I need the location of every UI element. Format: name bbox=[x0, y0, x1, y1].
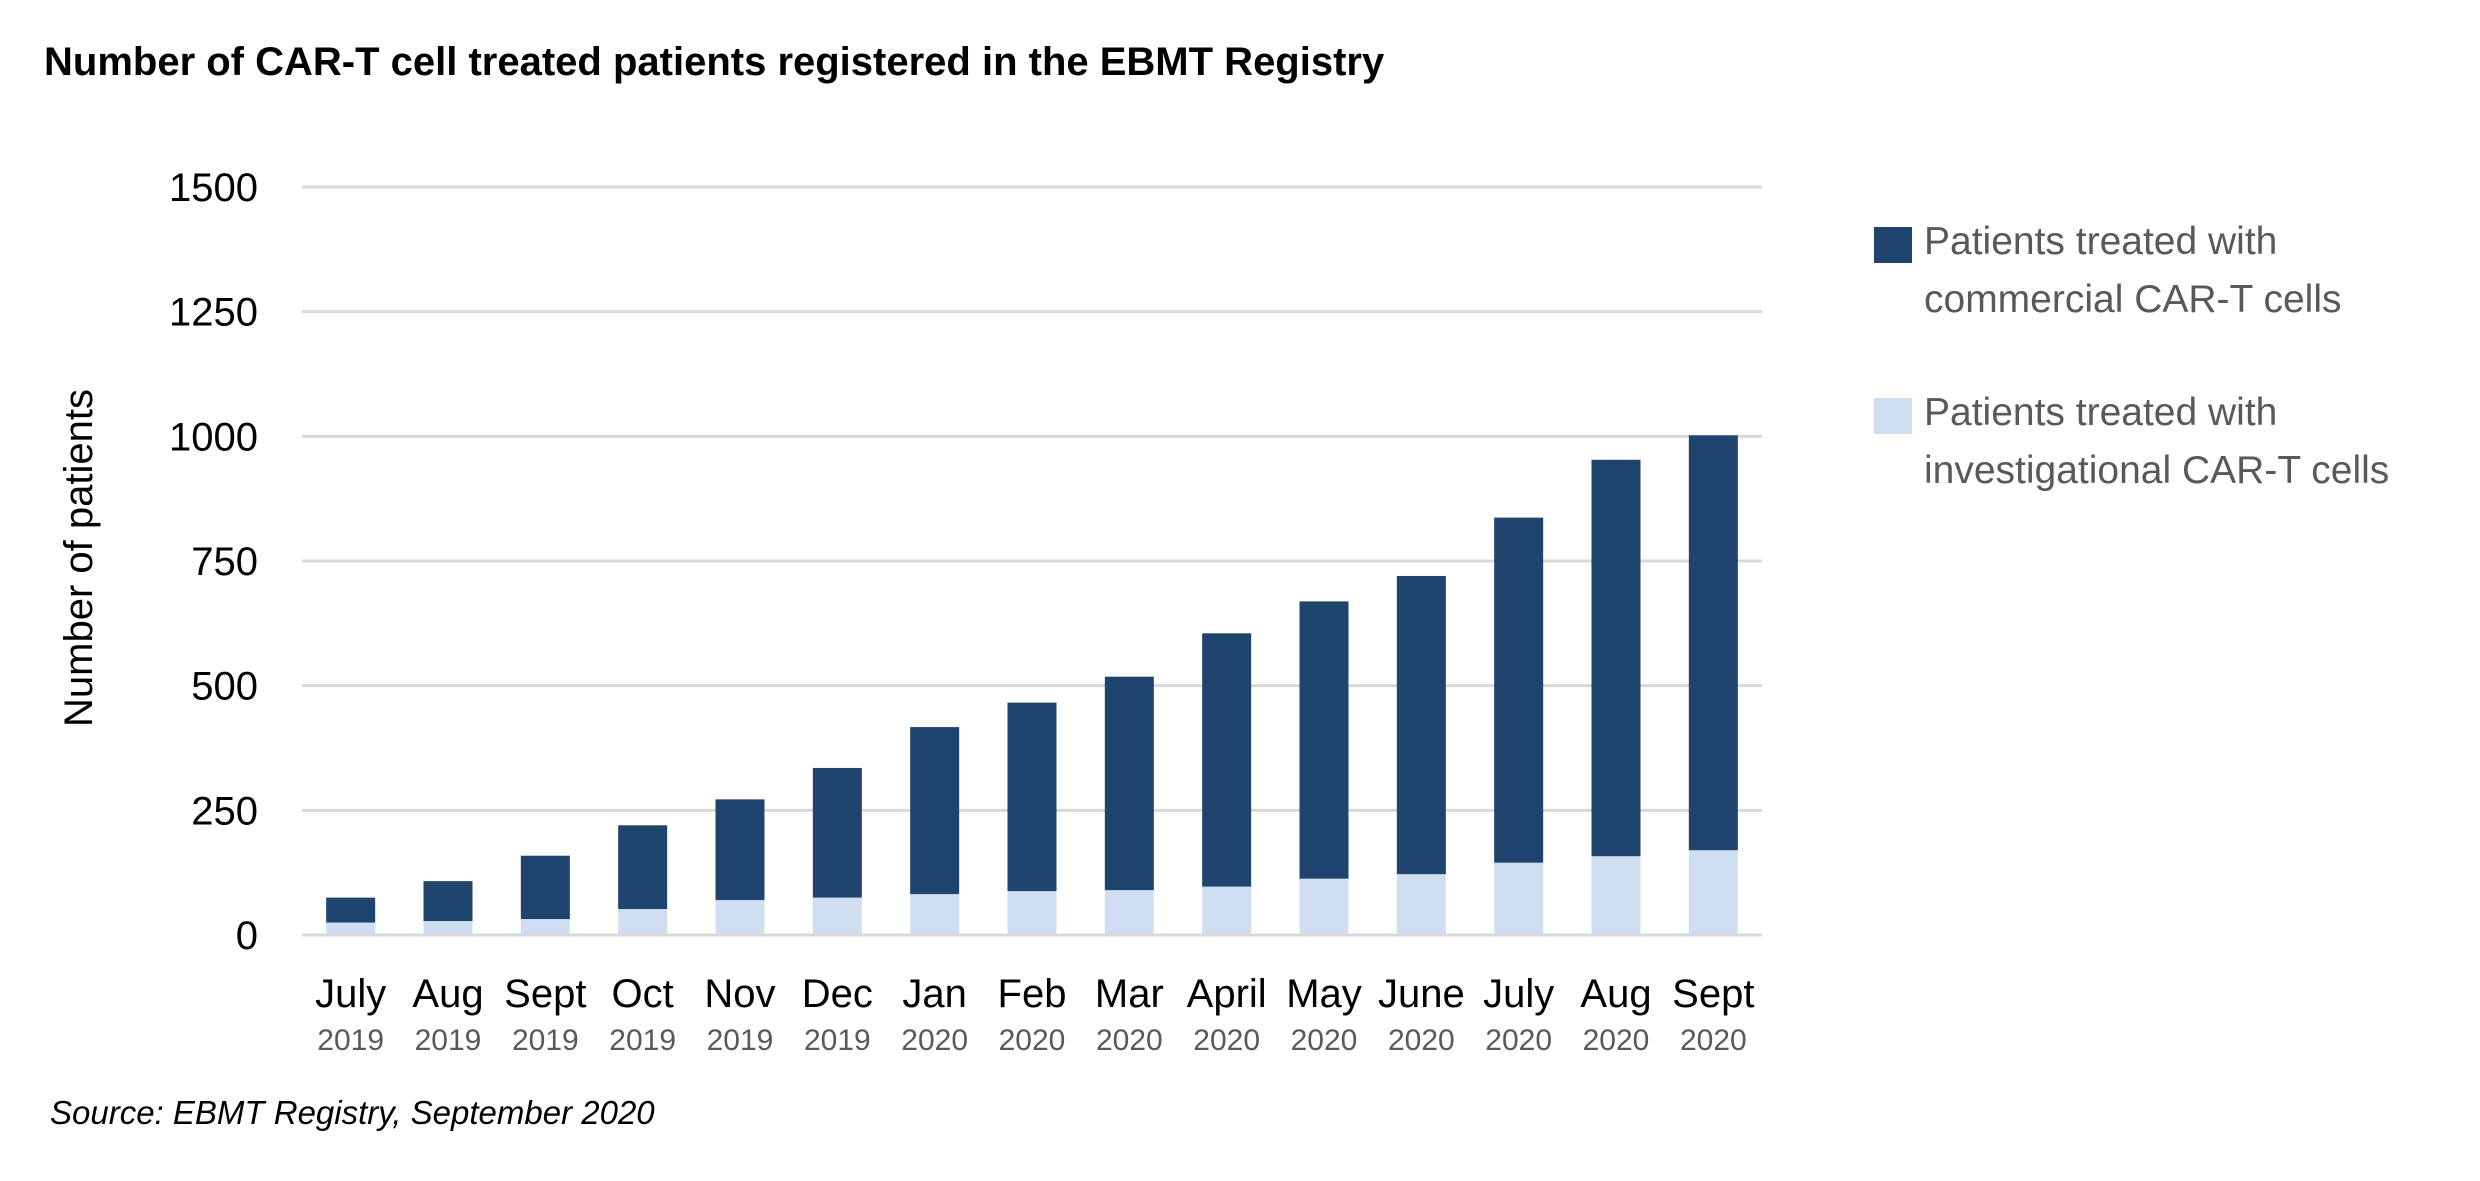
bar-commercial bbox=[1007, 702, 1057, 892]
x-tick-year-label: 2020 bbox=[999, 1024, 1066, 1057]
y-tick-label: 250 bbox=[191, 789, 258, 833]
bar-investigational bbox=[1591, 856, 1641, 935]
bar-investigational bbox=[1299, 878, 1349, 935]
y-axis-label: Number of patients bbox=[57, 389, 101, 727]
bars bbox=[326, 435, 1738, 935]
bar-investigational bbox=[1396, 874, 1446, 935]
bar-investigational bbox=[1494, 862, 1544, 935]
legend-swatch-investigational bbox=[1874, 398, 1912, 434]
bar-investigational bbox=[326, 922, 376, 935]
y-tick-label: 1000 bbox=[169, 415, 258, 459]
x-tick-year-label: 2019 bbox=[804, 1024, 871, 1057]
chart-title: Number of CAR-T cell treated patients re… bbox=[44, 40, 1385, 84]
bar-commercial bbox=[1202, 633, 1252, 887]
bar-commercial bbox=[1104, 676, 1154, 891]
bar-commercial bbox=[520, 855, 570, 920]
x-tick-year-label: 2019 bbox=[707, 1024, 774, 1057]
bar-investigational bbox=[910, 894, 960, 935]
bar-investigational bbox=[1688, 850, 1738, 935]
bar-commercial bbox=[326, 897, 376, 923]
x-tick-label: Oct bbox=[612, 972, 674, 1016]
x-tick-year-label: 2020 bbox=[1485, 1024, 1552, 1057]
bar-investigational bbox=[1202, 886, 1252, 935]
axes: 0 250 500 750 1000 1250 1500 July 2019 Aug 2019 Sep… bbox=[169, 166, 1762, 1057]
x-tick-year-label: 2020 bbox=[1583, 1024, 1650, 1057]
source-note: Source: EBMT Registry, September 2020 bbox=[50, 1094, 655, 1131]
legend-swatch-commercial bbox=[1874, 227, 1912, 263]
bar-investigational bbox=[715, 900, 765, 935]
x-tick-year-label: 2020 bbox=[901, 1024, 968, 1057]
bar-commercial bbox=[715, 799, 765, 901]
bar-commercial bbox=[1591, 459, 1641, 857]
x-tick-label: Mar bbox=[1095, 972, 1164, 1016]
legend-label-commercial: Patients treated with commercial CAR-T c… bbox=[1924, 220, 2342, 321]
x-tick-label: May bbox=[1286, 972, 1362, 1016]
bar-commercial bbox=[1688, 435, 1738, 851]
bar-investigational bbox=[618, 909, 668, 935]
y-tick-label: 1500 bbox=[169, 166, 258, 210]
x-tick-year-label: 2019 bbox=[609, 1024, 676, 1057]
bar-investigational bbox=[1007, 891, 1057, 935]
x-tick-label: Aug bbox=[412, 972, 483, 1016]
y-tick-label: 750 bbox=[191, 540, 258, 584]
bar-investigational bbox=[1104, 890, 1154, 935]
x-tick-year-label: 2019 bbox=[317, 1024, 384, 1057]
x-tick-label: June bbox=[1378, 972, 1465, 1016]
bar-commercial bbox=[423, 881, 473, 922]
x-tick-label: Jan bbox=[902, 972, 967, 1016]
x-tick-year-label: 2019 bbox=[512, 1024, 579, 1057]
x-tick-year-label: 2020 bbox=[1193, 1024, 1260, 1057]
x-tick-year-label: 2020 bbox=[1680, 1024, 1747, 1057]
legend-label-investigational: Patients treated with investigational CA… bbox=[1924, 391, 2390, 492]
x-tick-year-label: 2020 bbox=[1096, 1024, 1163, 1057]
bar-commercial bbox=[618, 825, 668, 910]
bar-investigational bbox=[812, 897, 862, 935]
x-tick-label: July bbox=[1483, 972, 1554, 1016]
x-tick-label: Sept bbox=[504, 972, 586, 1016]
x-tick-label: July bbox=[315, 972, 386, 1016]
y-tick-label: 1250 bbox=[169, 291, 258, 335]
x-tick-label: Feb bbox=[998, 972, 1067, 1016]
gridlines bbox=[302, 185, 1762, 812]
x-tick-label: Nov bbox=[704, 972, 775, 1016]
bar-investigational bbox=[423, 921, 473, 935]
x-tick-year-label: 2020 bbox=[1291, 1024, 1358, 1057]
x-tick-label: April bbox=[1187, 972, 1267, 1016]
bar-commercial bbox=[1396, 575, 1446, 875]
bar-commercial bbox=[812, 767, 862, 898]
x-tick-year-label: 2019 bbox=[415, 1024, 482, 1057]
x-tick-label: Sept bbox=[1672, 972, 1754, 1016]
bar-commercial bbox=[1299, 601, 1349, 879]
bar-investigational bbox=[520, 919, 570, 935]
x-tick-label: Dec bbox=[802, 972, 873, 1016]
x-tick-year-label: 2020 bbox=[1388, 1024, 1455, 1057]
y-tick-label: 500 bbox=[191, 665, 258, 709]
y-tick-label: 0 bbox=[236, 914, 258, 958]
bar-commercial bbox=[1494, 517, 1544, 863]
bar-commercial bbox=[910, 727, 960, 895]
x-tick-label: Aug bbox=[1580, 972, 1651, 1016]
